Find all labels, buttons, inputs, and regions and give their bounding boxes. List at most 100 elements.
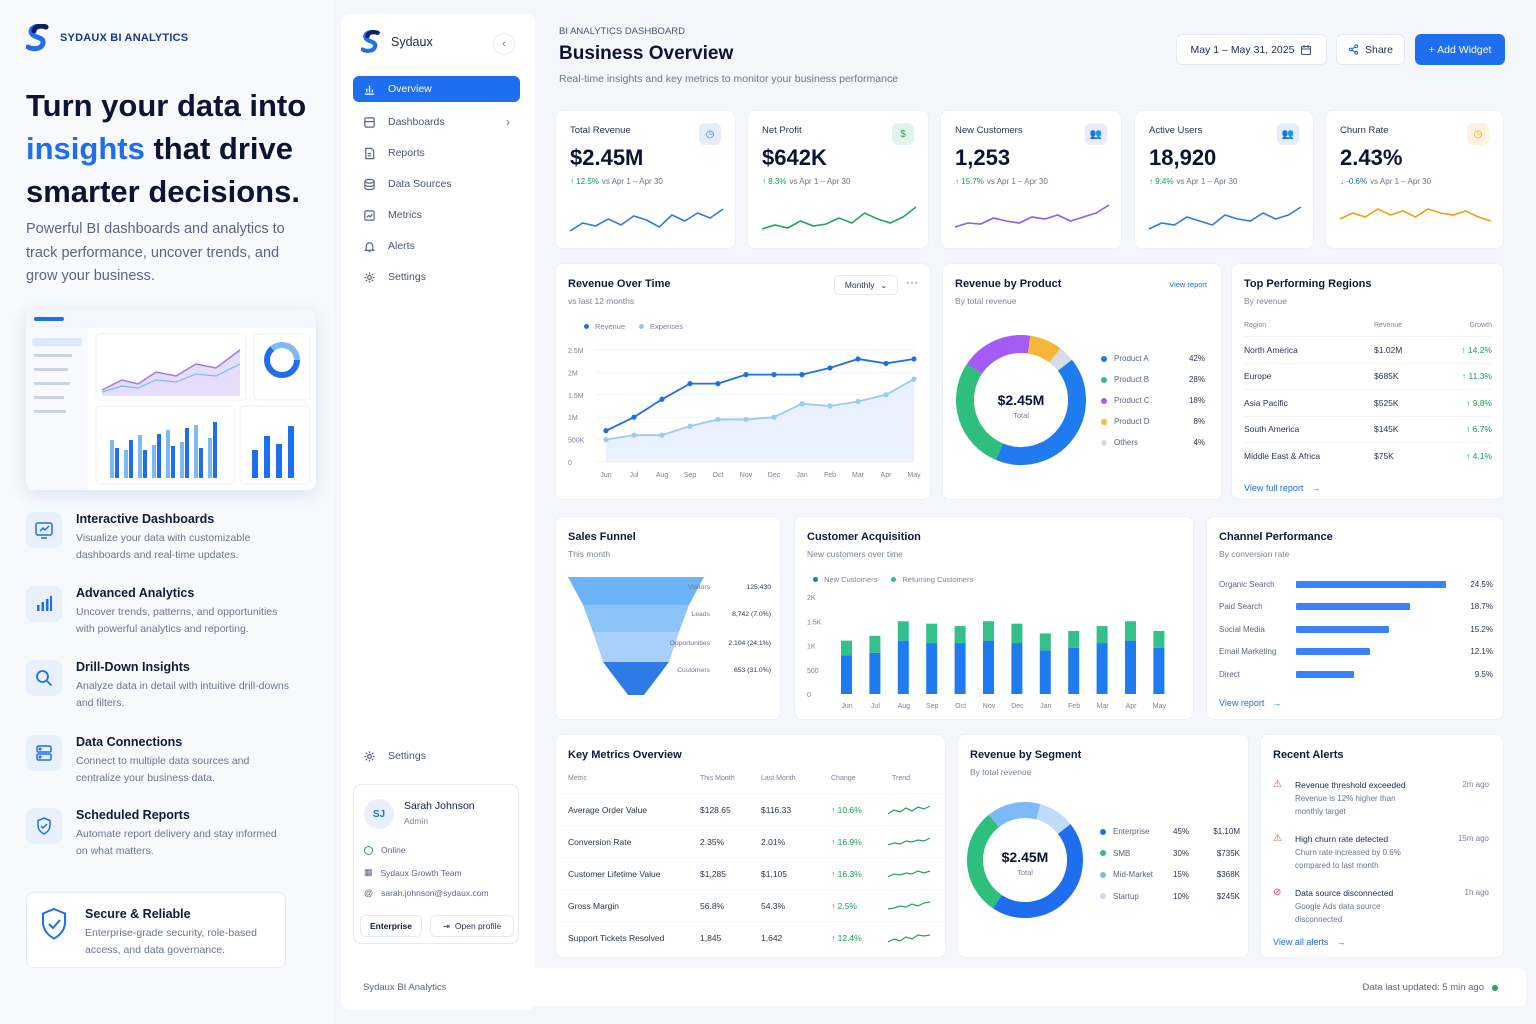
sidebar-brand[interactable]: Sydaux: [361, 30, 433, 54]
revenue-point[interactable]: [827, 365, 833, 371]
bar-returning-customers[interactable]: [1039, 633, 1051, 651]
add-widget-button[interactable]: + Add Widget: [1415, 34, 1505, 65]
expenses-point[interactable]: [631, 432, 637, 438]
donut-slice[interactable]: [1035, 804, 1071, 835]
expenses-point[interactable]: [743, 416, 749, 423]
donut-slice[interactable]: [956, 364, 1004, 460]
sidebar-item-data-sources[interactable]: Data Sources: [353, 171, 520, 197]
funnel-stage[interactable]: [568, 577, 704, 605]
expenses-point[interactable]: [603, 437, 609, 443]
donut-slice[interactable]: [966, 335, 1031, 375]
expenses-point[interactable]: [687, 423, 693, 429]
bar-new-customers[interactable]: [1096, 643, 1108, 694]
bar-returning-customers[interactable]: [1153, 630, 1165, 648]
sidebar-bottom-settings[interactable]: Settings: [353, 743, 520, 769]
donut-slice[interactable]: [992, 823, 1083, 918]
expenses-point[interactable]: [715, 416, 721, 423]
table-row[interactable]: Europe $685K ↑ 11.3%: [1244, 362, 1492, 390]
table-row[interactable]: Customer Lifetime Value $1,285 $1,105 ↑ 16.…: [560, 857, 943, 889]
kpi-card[interactable]: Active Users 18,920 ↑ 9.4% vs Apr 1 – Apr 3…: [1134, 110, 1314, 249]
bar-new-customers[interactable]: [926, 643, 938, 694]
donut-slice[interactable]: [995, 359, 1086, 465]
expenses-point[interactable]: [659, 432, 665, 438]
donut-slice[interactable]: [967, 814, 1003, 909]
funnel-stage[interactable]: [593, 632, 679, 662]
collapse-sidebar-button[interactable]: ‹: [493, 33, 515, 55]
bar-returning-customers[interactable]: [897, 621, 909, 641]
table-row[interactable]: Middle East & Africa $75K ↑ 4.1%: [1244, 442, 1492, 469]
date-range-picker[interactable]: May 1 – May 31, 2025: [1176, 34, 1327, 65]
expenses-point[interactable]: [883, 392, 889, 398]
kpi-card[interactable]: Net Profit $642K ↑ 8.3% vs Apr 1 – Apr 30 $: [747, 110, 929, 249]
revenue-point[interactable]: [771, 372, 777, 378]
kpi-card[interactable]: Total Revenue $2.45M ↑ 12.5% vs Apr 1 – Apr…: [555, 110, 736, 249]
revenue-point[interactable]: [715, 381, 721, 387]
brand-logo[interactable]: SYDAUX BI ANALYTICS: [26, 24, 188, 52]
bar-returning-customers[interactable]: [1011, 623, 1023, 644]
expenses-point[interactable]: [771, 414, 777, 420]
bar-new-customers[interactable]: [1125, 640, 1136, 694]
sidebar-item-metrics[interactable]: Metrics: [353, 202, 520, 228]
view-full-report-link[interactable]: View full report →: [1244, 483, 1320, 493]
revenue-point[interactable]: [855, 356, 861, 362]
view-report-link[interactable]: View report →: [1219, 698, 1281, 708]
sidebar-item-alerts[interactable]: Alerts: [353, 233, 520, 259]
sidebar-item-reports[interactable]: Reports: [353, 140, 520, 166]
alert-item[interactable]: ⚠ Revenue threshold exceeded Revenue is 12…: [1273, 779, 1495, 827]
bar-new-customers[interactable]: [869, 652, 881, 694]
table-row[interactable]: Conversion Rate 2.35% 2.01% ↑ 16.9%: [560, 825, 943, 857]
bar-new-customers[interactable]: [1153, 647, 1165, 694]
channel-row[interactable]: Organic Search 24.5%: [1219, 577, 1493, 591]
funnel-stage[interactable]: [603, 662, 669, 695]
donut-slice[interactable]: [1049, 348, 1072, 371]
revenue-point[interactable]: [631, 414, 637, 420]
bar-returning-customers[interactable]: [869, 635, 881, 653]
revenue-point[interactable]: [603, 428, 609, 434]
table-row[interactable]: North America $1.02M ↑ 14.2%: [1244, 336, 1492, 363]
table-row[interactable]: Support Tickets Resolved 1,845 1,642 ↑ 12.4…: [560, 921, 943, 953]
view-report-link[interactable]: View report: [1169, 280, 1207, 289]
bar-returning-customers[interactable]: [1068, 630, 1080, 648]
table-row[interactable]: Asia Pacific $525K ↑ 9.8%: [1244, 389, 1492, 416]
bar-returning-customers[interactable]: [1125, 621, 1136, 641]
alert-item[interactable]: ⚠ High churn rate detected Churn rate incr…: [1273, 833, 1495, 881]
open-profile-button[interactable]: ⇥ Open profile: [430, 915, 514, 937]
bar-returning-customers[interactable]: [983, 621, 994, 641]
sidebar-item-dashboards[interactable]: Dashboards ›: [353, 109, 520, 135]
bar-returning-customers[interactable]: [841, 640, 852, 656]
bar-new-customers[interactable]: [897, 640, 909, 694]
bar-new-customers[interactable]: [841, 655, 852, 694]
revenue-point[interactable]: [687, 381, 693, 387]
view-all-alerts-link[interactable]: View all alerts →: [1273, 937, 1345, 947]
channel-row[interactable]: Social Media 15.2%: [1219, 622, 1493, 636]
bar-new-customers[interactable]: [954, 643, 966, 694]
share-button[interactable]: Share: [1336, 34, 1405, 65]
bar-new-customers[interactable]: [1068, 647, 1080, 694]
bar-returning-customers[interactable]: [954, 626, 966, 644]
bar-new-customers[interactable]: [1039, 650, 1051, 694]
avatar[interactable]: SJ: [364, 799, 394, 829]
table-row[interactable]: South America $145K ↑ 6.7%: [1244, 415, 1492, 443]
revenue-point[interactable]: [883, 360, 889, 367]
donut-slice[interactable]: [988, 802, 1041, 828]
kpi-card[interactable]: Churn Rate 2.43% ↓ -0.6% vs Apr 1 – Apr 30 ◷: [1325, 110, 1504, 249]
more-options-icon[interactable]: ···: [906, 275, 918, 289]
channel-row[interactable]: Paid Search 18.7%: [1219, 600, 1493, 614]
bar-returning-customers[interactable]: [926, 623, 938, 644]
bar-returning-customers[interactable]: [1096, 626, 1108, 644]
email-text[interactable]: sarah.johnson@sydaux.com: [381, 888, 489, 898]
funnel-stage[interactable]: [583, 605, 689, 632]
period-select[interactable]: Monthly ⌄: [834, 275, 898, 295]
expenses-point[interactable]: [827, 403, 833, 409]
expenses-point[interactable]: [855, 398, 861, 405]
alert-item[interactable]: ⊘ Data source disconnected Google Ads data…: [1273, 887, 1495, 935]
bar-new-customers[interactable]: [1011, 643, 1023, 694]
revenue-point[interactable]: [659, 396, 665, 402]
channel-row[interactable]: Direct 9.5%: [1219, 667, 1493, 681]
donut-slice[interactable]: [1027, 335, 1061, 363]
table-row[interactable]: Average Order Value $128.65 $116.33 ↑ 10.6%: [560, 793, 943, 825]
channel-row[interactable]: Email Marketing 12.1%: [1219, 645, 1493, 659]
revenue-point[interactable]: [799, 372, 805, 378]
bar-new-customers[interactable]: [983, 640, 994, 694]
revenue-point[interactable]: [743, 372, 749, 378]
